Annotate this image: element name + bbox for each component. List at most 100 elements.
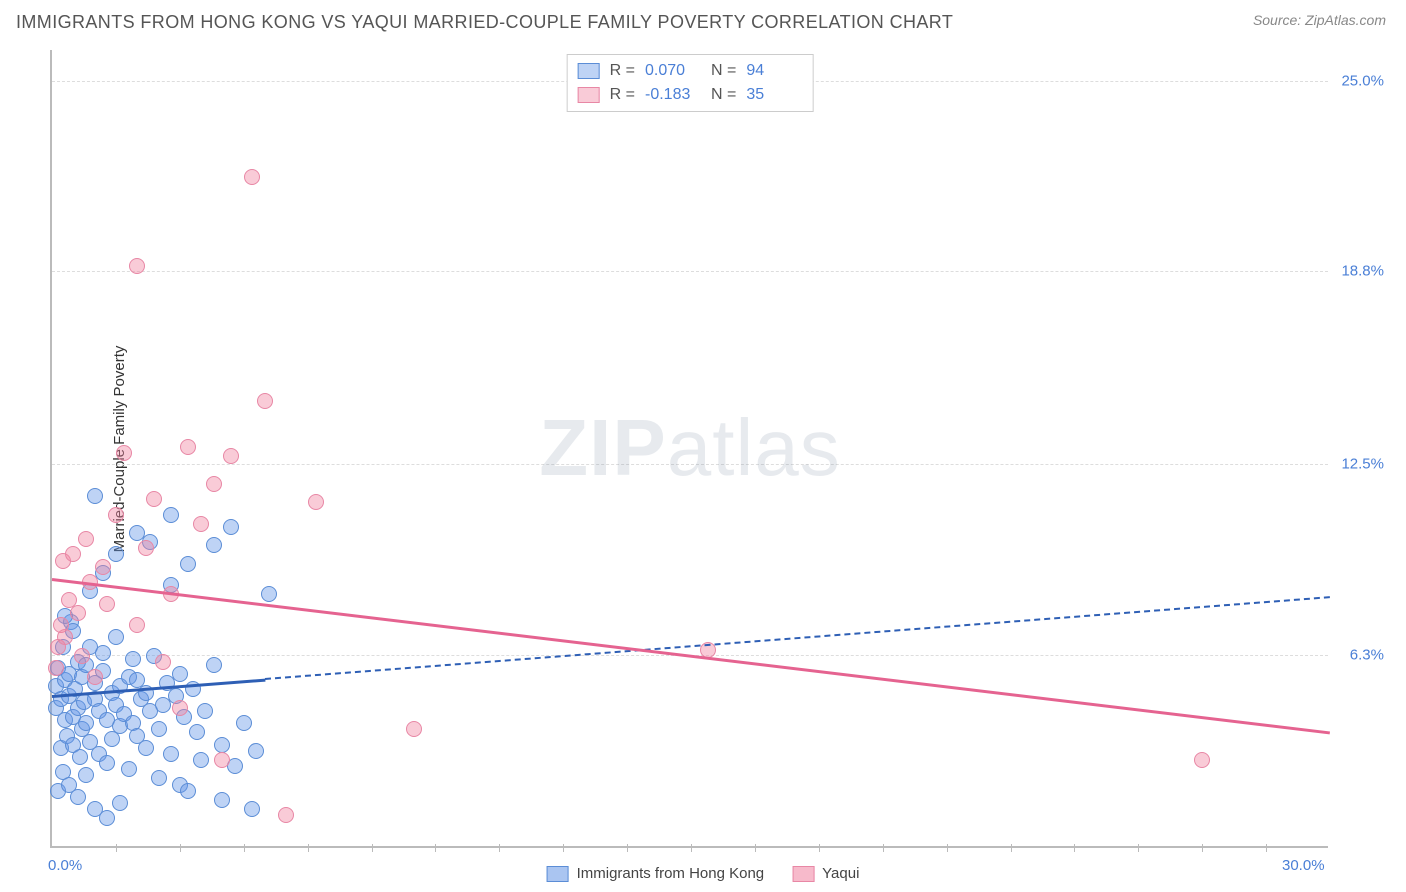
x-tick-mark bbox=[1011, 844, 1012, 852]
data-point bbox=[146, 491, 162, 507]
x-tick-mark bbox=[1074, 844, 1075, 852]
data-point bbox=[87, 669, 103, 685]
x-tick-mark bbox=[372, 844, 373, 852]
x-tick-mark bbox=[499, 844, 500, 852]
legend-swatch bbox=[578, 63, 600, 79]
data-point bbox=[72, 749, 88, 765]
watermark: ZIPatlas bbox=[539, 402, 840, 494]
stats-legend-row: R = 0.070N = 94 bbox=[578, 59, 803, 83]
data-point bbox=[70, 605, 86, 621]
r-prefix: R = bbox=[610, 59, 635, 83]
data-point bbox=[108, 507, 124, 523]
data-point bbox=[108, 546, 124, 562]
x-tick-mark bbox=[116, 844, 117, 852]
data-point bbox=[172, 666, 188, 682]
y-tick-label: 12.5% bbox=[1341, 456, 1384, 473]
data-point bbox=[206, 537, 222, 553]
data-point bbox=[57, 629, 73, 645]
data-point bbox=[180, 783, 196, 799]
data-point bbox=[236, 715, 252, 731]
data-point bbox=[189, 724, 205, 740]
data-point bbox=[406, 721, 422, 737]
x-tick-mark bbox=[180, 844, 181, 852]
legend-label: Yaqui bbox=[822, 865, 859, 882]
data-point bbox=[99, 755, 115, 771]
stats-legend-row: R = -0.183 N = 35 bbox=[578, 83, 803, 107]
data-point bbox=[78, 767, 94, 783]
n-prefix: N = bbox=[711, 59, 736, 83]
x-tick-mark bbox=[947, 844, 948, 852]
legend-swatch bbox=[578, 87, 600, 103]
x-tick-mark bbox=[1266, 844, 1267, 852]
data-point bbox=[108, 629, 124, 645]
data-point bbox=[99, 810, 115, 826]
data-point bbox=[172, 700, 188, 716]
legend-item: Immigrants from Hong Kong bbox=[547, 865, 765, 882]
x-tick-mark bbox=[1202, 844, 1203, 852]
data-point bbox=[125, 651, 141, 667]
n-value: 35 bbox=[746, 83, 802, 107]
data-point bbox=[138, 740, 154, 756]
data-point bbox=[223, 448, 239, 464]
data-point bbox=[193, 516, 209, 532]
data-point bbox=[65, 546, 81, 562]
data-point bbox=[214, 752, 230, 768]
data-point bbox=[95, 559, 111, 575]
chart-container: Married-Couple Family Poverty ZIPatlas R… bbox=[50, 50, 1386, 848]
x-tick-mark bbox=[627, 844, 628, 852]
data-point bbox=[244, 169, 260, 185]
plot-area: ZIPatlas R = 0.070N = 94R = -0.183N = 35… bbox=[50, 50, 1328, 848]
data-point bbox=[121, 761, 137, 777]
data-point bbox=[278, 807, 294, 823]
legend-swatch bbox=[547, 866, 569, 882]
data-point bbox=[155, 654, 171, 670]
data-point bbox=[214, 737, 230, 753]
data-point bbox=[138, 540, 154, 556]
data-point bbox=[78, 715, 94, 731]
stats-legend: R = 0.070N = 94R = -0.183N = 35 bbox=[567, 54, 814, 112]
data-point bbox=[223, 519, 239, 535]
series-legend: Immigrants from Hong Kong Yaqui bbox=[547, 865, 860, 882]
legend-swatch bbox=[792, 866, 814, 882]
data-point bbox=[1194, 752, 1210, 768]
x-tick-mark bbox=[883, 844, 884, 852]
data-point bbox=[129, 258, 145, 274]
data-point bbox=[129, 617, 145, 633]
x-tick-mark bbox=[244, 844, 245, 852]
data-point bbox=[163, 746, 179, 762]
data-point bbox=[248, 743, 264, 759]
x-tick-mark bbox=[819, 844, 820, 852]
data-point bbox=[180, 556, 196, 572]
r-value: -0.183 bbox=[645, 83, 701, 107]
n-prefix: N = bbox=[711, 83, 736, 107]
source-label: Source: ZipAtlas.com bbox=[1253, 12, 1386, 28]
x-tick-mark bbox=[563, 844, 564, 852]
r-prefix: R = bbox=[610, 83, 635, 107]
data-point bbox=[48, 660, 64, 676]
x-tick-mark bbox=[755, 844, 756, 852]
data-point bbox=[197, 703, 213, 719]
x-tick-mark bbox=[1138, 844, 1139, 852]
data-point bbox=[87, 488, 103, 504]
data-point bbox=[95, 645, 111, 661]
y-tick-label: 6.3% bbox=[1350, 646, 1384, 663]
data-point bbox=[206, 657, 222, 673]
data-point bbox=[74, 648, 90, 664]
data-point bbox=[180, 439, 196, 455]
y-tick-label: 18.8% bbox=[1341, 262, 1384, 279]
data-point bbox=[206, 476, 222, 492]
r-value: 0.070 bbox=[645, 59, 701, 83]
data-point bbox=[151, 770, 167, 786]
trend-line bbox=[52, 578, 1330, 734]
data-point bbox=[116, 445, 132, 461]
data-point bbox=[214, 792, 230, 808]
data-point bbox=[99, 596, 115, 612]
x-tick-label: 30.0% bbox=[1282, 857, 1325, 874]
data-point bbox=[193, 752, 209, 768]
data-point bbox=[151, 721, 167, 737]
x-tick-label: 0.0% bbox=[48, 857, 82, 874]
data-point bbox=[70, 789, 86, 805]
chart-title: IMMIGRANTS FROM HONG KONG VS YAQUI MARRI… bbox=[16, 12, 953, 33]
legend-label: Immigrants from Hong Kong bbox=[577, 865, 765, 882]
legend-item: Yaqui bbox=[792, 865, 859, 882]
